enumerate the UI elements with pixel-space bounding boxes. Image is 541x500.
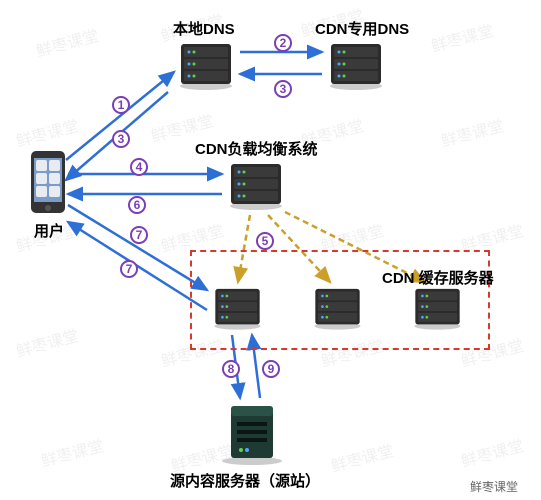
step-badge-2: 2 xyxy=(274,34,292,52)
node-cache2 xyxy=(310,285,365,335)
node-lb: CDN负载均衡系统 xyxy=(225,160,287,215)
watermark: 鲜枣课堂 xyxy=(458,432,526,472)
node-cache1 xyxy=(210,285,265,335)
server-icon xyxy=(210,285,265,330)
watermark: 鲜枣课堂 xyxy=(38,432,106,472)
watermark: 鲜枣课堂 xyxy=(438,112,506,152)
step-badge-3: 3 xyxy=(112,130,130,148)
node-label-cdn_dns: CDN专用DNS xyxy=(315,18,409,39)
server-icon xyxy=(310,285,365,330)
server-icon xyxy=(175,40,237,90)
node-origin: 源内容服务器（源站） xyxy=(215,400,290,470)
footer-watermark: 鲜枣课堂 xyxy=(470,478,518,495)
node-label-local_dns: 本地DNS xyxy=(173,18,235,39)
watermark: 鲜枣课堂 xyxy=(328,437,396,477)
node-cdn_dns: CDN专用DNS xyxy=(325,40,387,95)
step-badge-8: 8 xyxy=(222,360,240,378)
node-local_dns: 本地DNS xyxy=(175,40,237,95)
node-label-origin: 源内容服务器（源站） xyxy=(170,470,320,491)
watermark: 鲜枣课堂 xyxy=(428,17,496,57)
step-badge-9: 9 xyxy=(262,360,280,378)
node-label-user: 用户 xyxy=(34,220,64,241)
node-label-lb: CDN负载均衡系统 xyxy=(195,138,318,159)
watermark: 鲜枣课堂 xyxy=(33,22,101,62)
server-icon xyxy=(410,285,465,330)
step-badge-7: 7 xyxy=(130,226,148,244)
tower-icon xyxy=(215,400,290,465)
server-icon xyxy=(225,160,287,210)
step-badge-6: 6 xyxy=(128,196,146,214)
node-cache3 xyxy=(410,285,465,335)
step-badge-5: 5 xyxy=(256,232,274,250)
watermark: 鲜枣课堂 xyxy=(13,112,81,152)
step-badge-1: 1 xyxy=(112,96,130,114)
step-badge-3: 3 xyxy=(274,80,292,98)
step-badge-4: 4 xyxy=(130,158,148,176)
watermark: 鲜枣课堂 xyxy=(13,322,81,362)
node-user: 用户 xyxy=(30,150,66,219)
step-badge-7: 7 xyxy=(120,260,138,278)
phone-icon xyxy=(30,150,66,214)
arrow-user-cache1 xyxy=(68,205,207,290)
server-icon xyxy=(325,40,387,90)
